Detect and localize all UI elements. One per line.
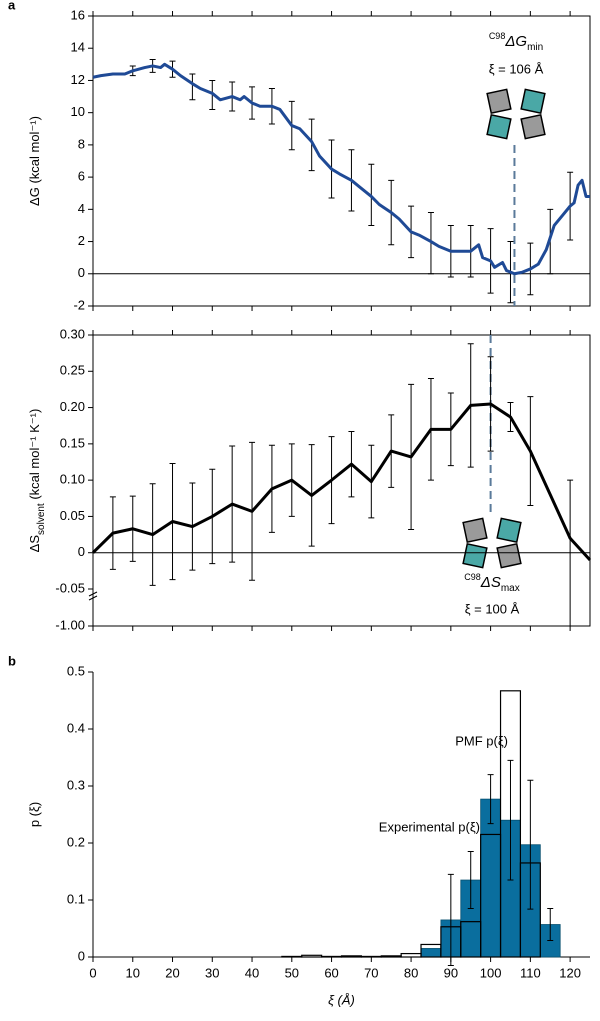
hist-bar <box>281 955 303 958</box>
hist-bar <box>380 955 402 958</box>
x-tick-label: 20 <box>165 965 179 980</box>
y-label-part: solvent <box>36 503 47 535</box>
y-tick-label: 8 <box>78 136 85 151</box>
marker-label-sub: min <box>527 42 543 53</box>
y-tick-label: 0.10 <box>60 472 85 487</box>
panel-label: b <box>8 653 16 668</box>
y-tick-label: 4 <box>78 201 85 216</box>
y-tick-label: -0.05 <box>55 580 85 595</box>
y-tick-label: 10 <box>71 104 85 119</box>
legend-label: Experimental p(ξ) <box>379 819 480 834</box>
error-bar <box>308 118 315 172</box>
x-tick-label: 110 <box>520 965 541 980</box>
hist-bar <box>301 954 323 958</box>
error-bar <box>547 908 554 941</box>
y-label-part: (kcal mol⁻¹ K⁻¹) <box>27 409 42 504</box>
y-label-part: ΔG <box>27 187 42 206</box>
x-tick-label: 10 <box>126 965 140 980</box>
hist-bar <box>400 952 422 958</box>
y-axis-label: ΔSsolvent (kcal mol⁻¹ K⁻¹) <box>27 409 47 553</box>
marker-label-sub: max <box>501 583 520 594</box>
panel-label: a <box>8 0 16 12</box>
marker-label-pre: C98 <box>489 31 506 41</box>
x-tick-label: 90 <box>444 965 458 980</box>
x-axis-label: ξ (Å) <box>328 992 355 1007</box>
error-bar <box>567 479 574 627</box>
marker-label-pre: C98 <box>464 572 481 582</box>
x-tick-label: 70 <box>364 965 378 980</box>
axis-break <box>88 591 98 601</box>
error-bar <box>527 779 534 910</box>
y-tick-label: 0.15 <box>60 435 85 450</box>
y-tick-label: 0.5 <box>67 663 85 678</box>
y-label-part: p (ξ) <box>27 802 42 827</box>
hist-bar <box>340 955 362 958</box>
error-bar <box>487 774 494 825</box>
marker-label-main: ΔG <box>504 33 527 50</box>
marker-value: ξ = 106 Å <box>489 61 544 76</box>
y-tick-label: 2 <box>78 233 85 248</box>
legend-label: PMF p(ξ) <box>455 733 508 748</box>
y-tick-label: 12 <box>71 72 85 87</box>
x-tick-label: 50 <box>285 965 299 980</box>
y-tick-label: 6 <box>78 169 85 184</box>
y-tick-label: 0.25 <box>60 363 85 378</box>
marker-label-main: ΔS <box>480 574 501 591</box>
y-axis-label: ΔG (kcal mol⁻¹) <box>27 116 42 206</box>
x-tick-label: 80 <box>404 965 418 980</box>
marker-value: ξ = 100 Å <box>465 601 520 616</box>
y-axis-label: p (ξ) <box>27 802 42 827</box>
error-bar <box>189 73 196 101</box>
x-tick-label: 100 <box>480 965 502 980</box>
x-tick-label: 60 <box>324 965 338 980</box>
y-tick-label: 16 <box>71 7 85 22</box>
hist-bar <box>360 955 382 958</box>
hist-bar <box>420 948 442 958</box>
marker-label: C98ΔGmin <box>489 31 543 53</box>
y-tick-label: 0.4 <box>67 720 85 735</box>
y-tick-label: 0.20 <box>60 399 85 414</box>
y-tick-label: 14 <box>71 40 85 55</box>
data-line <box>91 402 592 561</box>
complex-icon <box>462 517 522 569</box>
hist-bar <box>499 690 522 958</box>
error-bar <box>467 851 474 910</box>
hist-bar <box>321 955 343 958</box>
error-bar <box>507 759 514 881</box>
y-tick-label: -2 <box>73 297 85 312</box>
error-bar <box>447 873 454 967</box>
y-tick-label: 0.1 <box>67 891 85 906</box>
y-tick-label: 0.05 <box>60 508 85 523</box>
x-tick-label: 120 <box>559 965 581 980</box>
complex-icon <box>486 88 546 140</box>
x-tick-label: 40 <box>245 965 259 980</box>
x-tick-label: 30 <box>205 965 219 980</box>
y-label-part: (kcal mol⁻¹) <box>27 116 42 187</box>
y-tick-label: 0.30 <box>60 326 85 341</box>
y-tick-label: 0 <box>78 948 85 963</box>
y-tick-label: -1.00 <box>55 617 85 632</box>
data-line <box>92 62 590 276</box>
y-tick-label: 0 <box>78 265 85 280</box>
y-tick-label: 0.2 <box>67 834 85 849</box>
plot-frame <box>92 15 591 307</box>
y-label-part: ΔS <box>27 535 42 553</box>
y-tick-label: 0.3 <box>67 777 85 792</box>
x-tick-label: 0 <box>89 965 96 980</box>
marker-label: C98ΔSmax <box>464 572 520 594</box>
y-tick-label: 0 <box>78 544 85 559</box>
